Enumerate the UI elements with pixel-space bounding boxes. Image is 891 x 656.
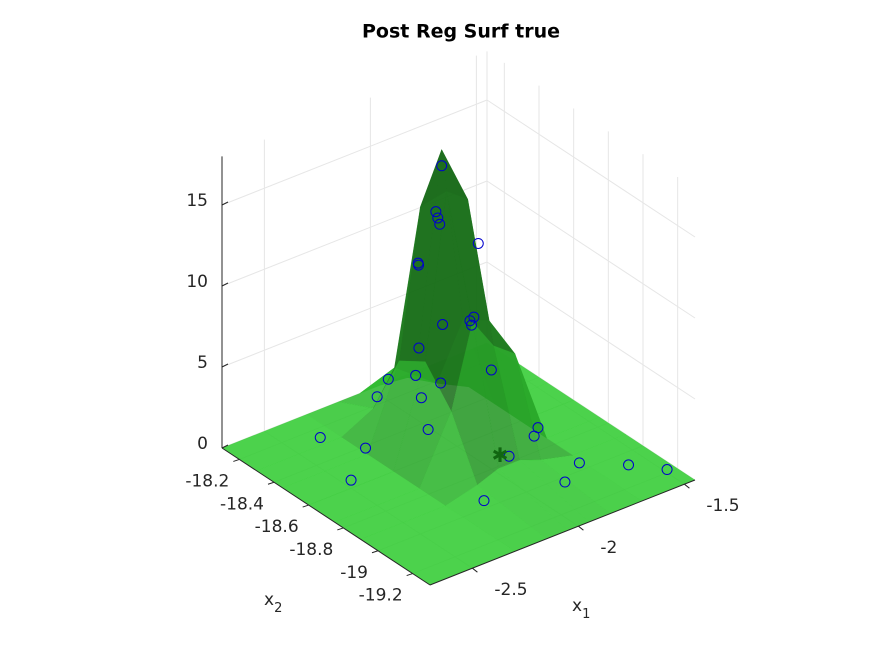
scatter-point bbox=[345, 474, 357, 486]
star-marker: ✱ bbox=[492, 443, 509, 467]
z-tick-label: 0 bbox=[197, 434, 208, 454]
grid-line bbox=[221, 99, 488, 206]
y-tick bbox=[233, 458, 240, 462]
y-tick-label: -18.6 bbox=[255, 517, 299, 537]
scatter-point bbox=[464, 315, 476, 327]
scatter-point bbox=[559, 476, 571, 488]
scatter-point bbox=[412, 257, 424, 269]
x-axis bbox=[429, 479, 696, 586]
scatter-point bbox=[314, 432, 326, 444]
x-axis-label-sub: 1 bbox=[582, 607, 590, 622]
y-tick bbox=[406, 573, 413, 577]
y-axis-label: x2 bbox=[264, 590, 282, 616]
y-tick-label: -18.4 bbox=[220, 494, 264, 514]
grid-line bbox=[486, 99, 696, 238]
y-tick bbox=[371, 550, 379, 554]
z-tick-label: 15 bbox=[186, 191, 208, 211]
scatter-point bbox=[478, 495, 490, 507]
y-tick bbox=[267, 481, 275, 485]
scatter-point bbox=[623, 459, 635, 471]
y-tick-label: -18.8 bbox=[289, 540, 333, 560]
y-tick-label: -18.2 bbox=[185, 471, 229, 491]
z-tick bbox=[221, 363, 229, 368]
scatter-point bbox=[415, 392, 427, 404]
scatter-point bbox=[430, 206, 442, 218]
scatter-point bbox=[432, 212, 444, 224]
x-tick-label: -2.5 bbox=[494, 580, 527, 600]
scatter-point bbox=[371, 391, 383, 403]
scatter-point bbox=[466, 319, 478, 331]
scatter-point bbox=[413, 342, 425, 354]
x-tick bbox=[684, 483, 690, 489]
z-tick bbox=[221, 201, 229, 206]
x-tick-label: -2 bbox=[600, 538, 617, 558]
scatter-point bbox=[435, 377, 447, 389]
y-tick-label: -19 bbox=[340, 563, 368, 583]
z-tick bbox=[221, 444, 229, 449]
x-axis-label-main: x bbox=[572, 596, 582, 616]
scatter-point bbox=[532, 422, 544, 434]
x-axis-label: x1 bbox=[572, 596, 590, 622]
y-axis-label-main: x bbox=[264, 590, 274, 610]
scatter-point bbox=[422, 424, 434, 436]
scatter-point bbox=[437, 319, 449, 330]
z-tick bbox=[221, 282, 229, 287]
z-tick-label: 10 bbox=[186, 272, 208, 292]
y-axis bbox=[221, 447, 431, 586]
y-tick bbox=[337, 527, 344, 531]
chart-title: Post Reg Surf true bbox=[362, 21, 560, 43]
scatter-point bbox=[472, 237, 484, 249]
y-tick bbox=[302, 504, 309, 508]
z-tick-label: 5 bbox=[197, 353, 208, 373]
scatter-point bbox=[410, 369, 422, 381]
scatter-point bbox=[434, 218, 446, 230]
scatter-point bbox=[468, 311, 480, 323]
scatter-point bbox=[382, 373, 394, 385]
y-axis-label-sub: 2 bbox=[274, 601, 282, 616]
scatter-point bbox=[573, 457, 585, 469]
scatter-point bbox=[360, 442, 372, 454]
scatter-point bbox=[485, 364, 497, 376]
x-tick-label: -1.5 bbox=[706, 496, 739, 516]
y-tick-label: -19.2 bbox=[359, 586, 403, 606]
grid-line bbox=[486, 261, 696, 400]
x-tick bbox=[472, 567, 478, 573]
x-tick bbox=[578, 525, 584, 531]
grid-line bbox=[486, 180, 696, 319]
scatter-point bbox=[503, 450, 515, 462]
scatter-point bbox=[436, 160, 448, 172]
scatter-point bbox=[661, 464, 673, 476]
